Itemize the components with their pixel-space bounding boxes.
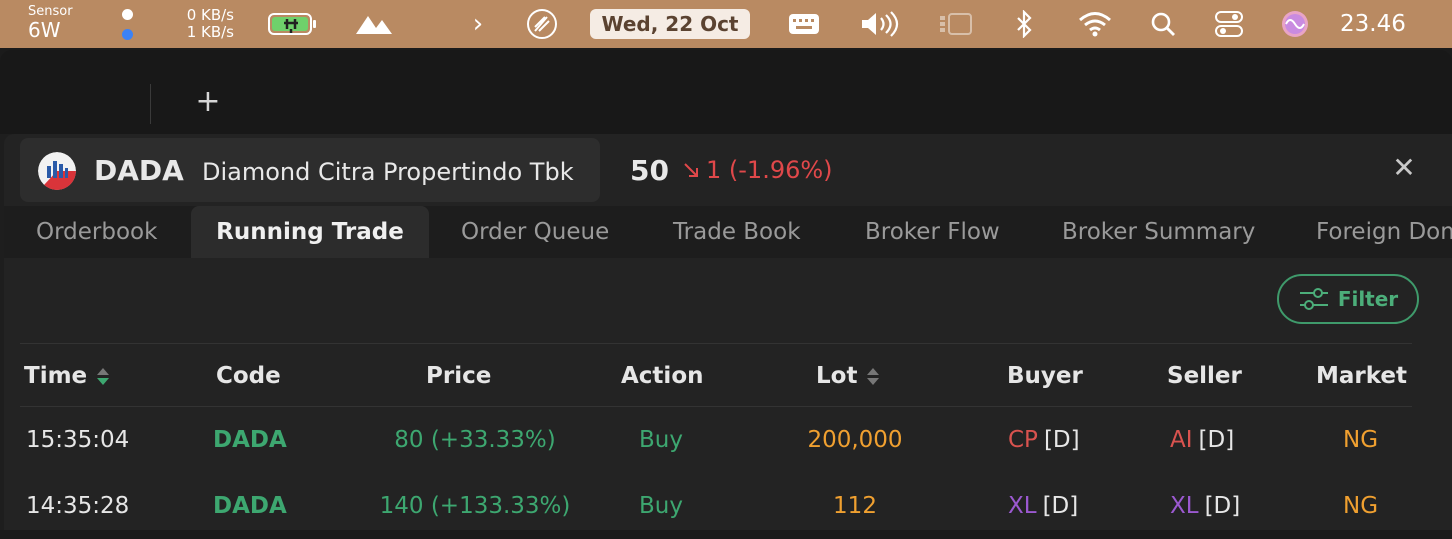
mountains-icon[interactable] bbox=[352, 0, 396, 48]
header-price: Price bbox=[426, 363, 492, 389]
company-logo-icon bbox=[38, 152, 76, 190]
buyer-type: [D] bbox=[1043, 427, 1080, 453]
header-seller: Seller bbox=[1167, 363, 1242, 389]
arrow-down-right-icon bbox=[684, 163, 698, 177]
sort-icon[interactable] bbox=[867, 367, 880, 385]
table-header: Time Code Price Action Lot Buyer Seller … bbox=[20, 343, 1412, 407]
cell-lot: 200,000 bbox=[807, 427, 903, 453]
cell-market: NG bbox=[1343, 493, 1379, 519]
cell-seller[interactable]: XL [D] bbox=[1170, 473, 1240, 539]
window-tab-strip: + bbox=[0, 50, 1452, 134]
close-icon[interactable]: ✕ bbox=[1392, 151, 1416, 184]
cell-time: 14:35:28 bbox=[26, 493, 130, 519]
white-dot-icon bbox=[122, 8, 133, 20]
cell-price: 140 (+133.33%) bbox=[379, 493, 571, 519]
cell-seller[interactable]: AI [D] bbox=[1170, 407, 1234, 473]
battery-charging-icon[interactable] bbox=[266, 0, 318, 48]
table-row[interactable]: 15:35:04 DADA 80 (+33.33%) Buy 200,000 C… bbox=[20, 407, 1412, 473]
cell-action: Buy bbox=[639, 427, 683, 453]
search-icon[interactable] bbox=[1148, 0, 1178, 48]
header-lot-label: Lot bbox=[816, 363, 858, 389]
cell-code[interactable]: DADA bbox=[213, 493, 287, 519]
header-time-label: Time bbox=[24, 363, 88, 389]
header-market: Market bbox=[1316, 363, 1408, 389]
menu-clock[interactable]: 23.46 bbox=[1340, 11, 1406, 37]
header-buyer: Buyer bbox=[1007, 363, 1083, 389]
tab-trade-book[interactable]: Trade Book bbox=[673, 219, 801, 245]
network-speed[interactable]: 0 KB/s 1 KB/s bbox=[170, 0, 234, 48]
net-up: 1 KB/s bbox=[186, 23, 234, 41]
header-time[interactable]: Time bbox=[24, 344, 110, 408]
wifi-icon[interactable] bbox=[1076, 0, 1114, 48]
cell-action: Buy bbox=[639, 493, 683, 519]
stock-panel: DADA Diamond Citra Propertindo Tbk 50 1 … bbox=[4, 134, 1452, 530]
stock-ticker: DADA bbox=[94, 154, 184, 187]
sensor-widget[interactable]: Sensor 6W bbox=[28, 5, 73, 40]
filter-button[interactable]: Filter bbox=[1277, 274, 1419, 324]
siri-icon[interactable] bbox=[1278, 0, 1312, 48]
table-row[interactable]: 14:35:28 DADA 140 (+133.33%) Buy 112 XL … bbox=[20, 473, 1412, 539]
menu-bar: Sensor 6W 0 KB/s 1 KB/s › Wed, 22 Oct bbox=[0, 0, 1452, 48]
filter-label: Filter bbox=[1337, 287, 1399, 311]
tab-orderbook[interactable]: Orderbook bbox=[36, 219, 158, 245]
cell-buyer[interactable]: CP [D] bbox=[1008, 407, 1080, 473]
price-change-value: 1 (-1.96%) bbox=[706, 156, 833, 184]
tab-foreign-dom[interactable]: Foreign Dom bbox=[1316, 219, 1452, 245]
sensor-value: 6W bbox=[28, 18, 61, 42]
tab-running-trade[interactable]: Running Trade bbox=[191, 206, 429, 258]
keyboard-icon[interactable] bbox=[786, 0, 822, 48]
cell-time: 15:35:04 bbox=[26, 427, 130, 453]
last-price: 50 bbox=[630, 154, 669, 187]
header-lot[interactable]: Lot bbox=[816, 344, 880, 408]
net-down: 0 KB/s bbox=[186, 6, 234, 24]
cell-lot: 112 bbox=[833, 493, 877, 519]
buyer-type: [D] bbox=[1042, 493, 1079, 519]
cell-code[interactable]: DADA bbox=[213, 427, 287, 453]
bluetooth-icon[interactable] bbox=[1012, 0, 1036, 48]
cell-market: NG bbox=[1343, 427, 1379, 453]
volume-icon[interactable] bbox=[858, 0, 902, 48]
tab-broker-flow[interactable]: Broker Flow bbox=[865, 219, 1000, 245]
cell-price: 80 (+33.33%) bbox=[394, 427, 556, 453]
sensor-label: Sensor bbox=[28, 4, 73, 19]
running-trade-table: Time Code Price Action Lot Buyer Seller … bbox=[20, 343, 1412, 539]
app-window: + DADA Diamond Citra Propertindo Tbk 50 … bbox=[0, 50, 1452, 530]
header-action: Action bbox=[621, 363, 704, 389]
tab-order-queue[interactable]: Order Queue bbox=[461, 219, 610, 245]
buyer-code: CP bbox=[1008, 427, 1038, 453]
seller-type: [D] bbox=[1204, 493, 1241, 519]
stage-manager-icon[interactable] bbox=[936, 0, 974, 48]
panel-tabs: Orderbook Running Trade Order Queue Trad… bbox=[4, 206, 1452, 258]
chevron-right-icon[interactable]: › bbox=[472, 9, 484, 39]
header-code: Code bbox=[216, 363, 281, 389]
seller-code: XL bbox=[1170, 493, 1199, 519]
add-tab-button[interactable]: + bbox=[195, 84, 221, 119]
control-center-icon[interactable] bbox=[1212, 0, 1246, 48]
price-change: 1 (-1.96%) bbox=[682, 156, 833, 184]
seller-code: AI bbox=[1170, 427, 1193, 453]
seller-type: [D] bbox=[1198, 427, 1235, 453]
sort-icon[interactable] bbox=[97, 367, 110, 385]
date-display[interactable]: Wed, 22 Oct bbox=[590, 9, 750, 39]
sliders-icon bbox=[1299, 288, 1328, 310]
cell-buyer[interactable]: XL [D] bbox=[1008, 473, 1078, 539]
tab-broker-summary[interactable]: Broker Summary bbox=[1062, 219, 1256, 245]
blue-dot-icon bbox=[122, 28, 133, 40]
company-name: Diamond Citra Propertindo Tbk bbox=[202, 158, 574, 186]
rocket-icon[interactable] bbox=[522, 0, 562, 48]
stock-header[interactable]: DADA Diamond Citra Propertindo Tbk bbox=[20, 138, 600, 202]
status-dots bbox=[122, 0, 133, 48]
tab-divider bbox=[150, 84, 151, 124]
buyer-code: XL bbox=[1008, 493, 1037, 519]
